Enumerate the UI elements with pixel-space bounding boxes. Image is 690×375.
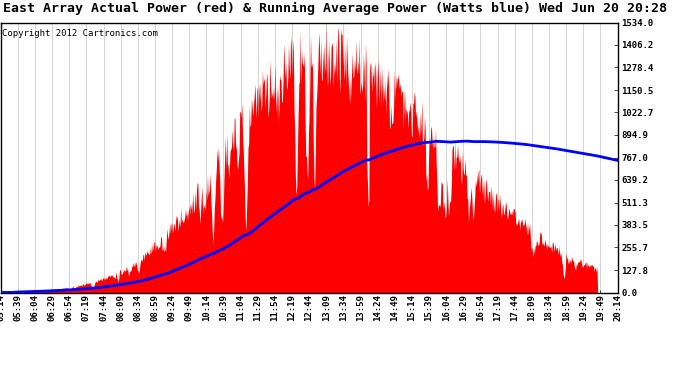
Text: Copyright 2012 Cartronics.com: Copyright 2012 Cartronics.com [2, 29, 158, 38]
Text: East Array Actual Power (red) & Running Average Power (Watts blue) Wed Jun 20 20: East Array Actual Power (red) & Running … [3, 2, 667, 15]
